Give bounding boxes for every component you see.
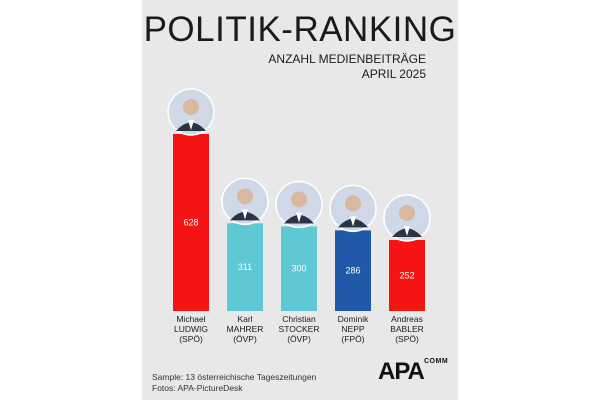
chart-subtitle: ANZAHL MEDIENBEITRÄGE APRIL 2025	[268, 52, 426, 82]
footer: Sample: 13 österreichische Tageszeitunge…	[152, 372, 316, 394]
category-label: Dominik	[338, 314, 369, 324]
apa-comm-logo: APA COMM	[378, 358, 448, 385]
subtitle-line-2: APRIL 2025	[361, 67, 426, 81]
bar-value-label: 311	[238, 262, 252, 272]
category-label: (ÖVP)	[233, 334, 257, 344]
bar	[389, 239, 425, 311]
category-label: STOCKER	[279, 324, 320, 334]
category-label: Karl	[237, 314, 252, 324]
bar	[173, 134, 209, 311]
bar-value-label: 628	[183, 218, 198, 228]
bar-value-label: 286	[345, 266, 360, 276]
category-label: Christian	[282, 314, 316, 324]
logo-sub: COMM	[424, 358, 449, 365]
category-label: BABLER	[390, 324, 424, 334]
portrait-photo	[167, 88, 215, 136]
bar-value-label: 252	[399, 270, 414, 280]
category-label: (SPÖ)	[395, 334, 419, 344]
infographic-card: POLITIK-RANKING ANZAHL MEDIENBEITRÄGE AP…	[142, 0, 458, 400]
bar-chart: 628MichaelLUDWIG(SPÖ)311KarlMAHRER(ÖVP)3…	[167, 88, 431, 344]
bar	[281, 226, 317, 311]
portrait-photo	[329, 184, 377, 233]
chart-title: POLITIK-RANKING	[143, 10, 457, 49]
category-label: (ÖVP)	[287, 334, 311, 344]
portrait-photo	[383, 194, 431, 242]
category-label: LUDWIG	[174, 324, 208, 334]
bar	[227, 223, 263, 311]
bar	[335, 230, 371, 311]
sample-note: Sample: 13 österreichische Tageszeitunge…	[152, 372, 317, 382]
subtitle-line-1: ANZAHL MEDIENBEITRÄGE	[268, 52, 426, 66]
category-label: NEPP	[341, 324, 364, 334]
category-label: (FPÖ)	[341, 334, 364, 344]
category-label: Michael	[176, 314, 205, 324]
category-label: Andreas	[391, 314, 423, 324]
category-label: (SPÖ)	[179, 334, 203, 344]
category-label: MAHRER	[227, 324, 264, 334]
photo-credit: Fotos: APA-PictureDesk	[152, 383, 243, 393]
portrait-photo	[275, 180, 323, 229]
logo-main: APA	[378, 358, 425, 385]
portrait-photo	[221, 177, 269, 226]
bar-value-label: 300	[291, 264, 306, 274]
